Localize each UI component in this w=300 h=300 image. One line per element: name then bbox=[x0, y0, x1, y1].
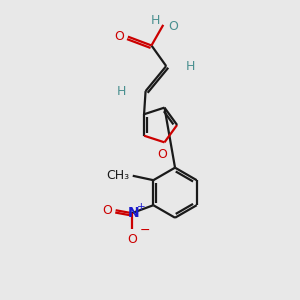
Text: CH₃: CH₃ bbox=[107, 169, 130, 182]
Text: O: O bbox=[169, 20, 178, 33]
Text: O: O bbox=[157, 148, 167, 160]
Text: O: O bbox=[115, 30, 124, 43]
Text: O: O bbox=[127, 233, 137, 246]
Text: H: H bbox=[150, 14, 160, 27]
Text: +: + bbox=[137, 202, 146, 212]
Text: N: N bbox=[128, 206, 139, 220]
Text: O: O bbox=[102, 204, 112, 217]
Text: H: H bbox=[117, 85, 126, 98]
Text: H: H bbox=[185, 60, 195, 73]
Text: −: − bbox=[140, 224, 151, 237]
